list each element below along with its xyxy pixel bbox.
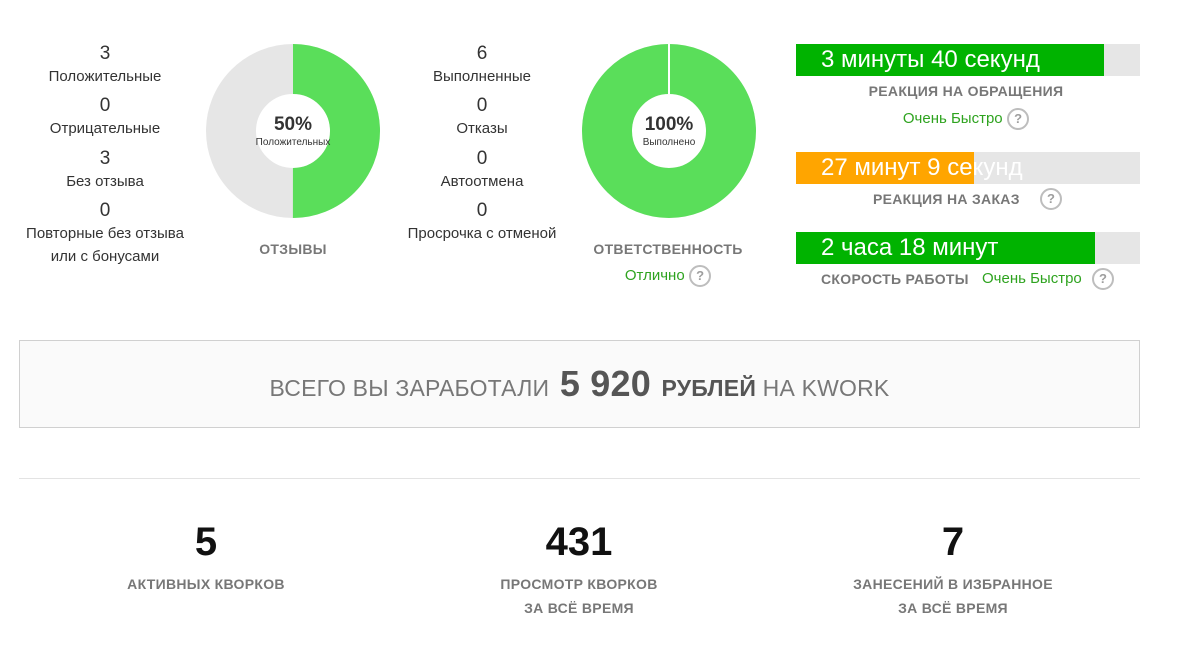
- stat-positive: 3 Положительные: [10, 43, 200, 88]
- responsibility-donut: 100% Выполнено: [582, 44, 756, 218]
- stat-overdue: 0 Просрочка с отменой: [392, 200, 572, 245]
- stat-negative: 0 Отрицательные: [10, 95, 200, 140]
- order-reaction-caption: РЕАКЦИЯ НА ЗАКАЗ: [873, 191, 1020, 207]
- stat-value: 3: [99, 43, 111, 64]
- active-kworks-value: 5: [194, 520, 218, 564]
- active-kworks-stat: 5 Активных кворков: [46, 520, 366, 596]
- stat-value: 0: [476, 95, 488, 116]
- work-speed-bar: 2 часа 18 минут: [796, 232, 1140, 264]
- responsibility-stats: 6 Выполненные 0 Отказы 0 Автоотмена 0 Пр…: [392, 43, 572, 245]
- stat-value: 0: [99, 200, 111, 221]
- donut-sublabel: Положительных: [255, 136, 331, 148]
- favorites-value: 7: [941, 520, 965, 564]
- stat-label: Без отзыва: [66, 173, 144, 190]
- stat-label-line1: Повторные без отзыва: [26, 225, 184, 242]
- help-icon[interactable]: ?: [689, 265, 712, 287]
- order-reaction-bar: 27 минут 9 секунд: [796, 152, 1140, 184]
- stat-completed: 6 Выполненные: [392, 43, 572, 88]
- responsibility-donut-chart: [582, 44, 756, 218]
- responsibility-rating-row: Отлично ?: [568, 265, 768, 287]
- kwork-views-label-line1: Просмотр кворков: [500, 576, 658, 592]
- stat-refusals: 0 Отказы: [392, 95, 572, 140]
- donut-sublabel: Выполнено: [642, 136, 696, 148]
- stat-value: 3: [99, 148, 111, 169]
- stat-value: 0: [476, 148, 488, 169]
- stat-value: 0: [476, 200, 488, 221]
- donut-arc: [206, 44, 380, 218]
- reviews-stats: 3 Положительные 0 Отрицательные 3 Без от…: [10, 43, 200, 268]
- kwork-views-label-line2: за всё время: [524, 600, 634, 616]
- stat-label: Отрицательные: [49, 120, 161, 137]
- stat-value: 6: [476, 43, 488, 64]
- order-reaction-bar-value: 27 минут 9 секунд: [821, 154, 1023, 181]
- favorites-label-line2: за всё время: [898, 600, 1008, 616]
- section-divider: [19, 478, 1140, 479]
- response-bar-value: 3 минуты 40 секунд: [821, 46, 1040, 73]
- earnings-amount: 5 920: [559, 363, 651, 404]
- response-bar: 3 минуты 40 секунд: [796, 44, 1140, 76]
- stat-label: Автоотмена: [440, 173, 524, 190]
- kwork-views-value: 431: [545, 520, 613, 564]
- reviews-caption: ОТЗЫВЫ: [259, 241, 327, 257]
- earnings-currency: рублей: [661, 375, 757, 401]
- favorites-stat: 7 Занесений в избранное за всё время: [793, 520, 1113, 620]
- work-speed-bar-value: 2 часа 18 минут: [821, 234, 999, 261]
- stat-autocancel: 0 Автоотмена: [392, 148, 572, 193]
- order-reaction-bar-fill: [796, 152, 974, 184]
- help-icon[interactable]: ?: [1040, 188, 1062, 210]
- active-kworks-label: Активных кворков: [127, 576, 285, 592]
- reviews-donut-chart: [206, 44, 380, 218]
- reviews-donut: 50% Положительных: [206, 44, 380, 218]
- stat-label: Положительные: [48, 68, 162, 85]
- earnings-suffix: на Kwork: [762, 375, 890, 401]
- help-icon[interactable]: ?: [1092, 268, 1114, 290]
- donut-percent: 100%: [644, 113, 694, 135]
- favorites-label-line1: Занесений в избранное: [853, 576, 1053, 592]
- response-caption: РЕАКЦИЯ НА ОБРАЩЕНИЯ: [868, 83, 1064, 99]
- donut-center: 50% Положительных: [206, 44, 380, 218]
- response-bar-fill: [796, 44, 1104, 76]
- responsibility-caption: ОТВЕТСТВЕННОСТЬ: [593, 241, 743, 257]
- donut-percent: 50%: [273, 113, 313, 135]
- stat-repeat: 0 Повторные без отзыва или с бонусами: [10, 200, 200, 268]
- response-rating: Очень Быстро: [902, 110, 1003, 128]
- stat-label: Отказы: [456, 120, 508, 137]
- earnings-prefix: Всего вы заработали: [269, 375, 550, 401]
- stat-no-review: 3 Без отзыва: [10, 148, 200, 193]
- work-speed-caption: СКОРОСТЬ РАБОТЫ: [821, 271, 969, 287]
- stat-label: Выполненные: [433, 68, 531, 85]
- help-icon[interactable]: ?: [1007, 108, 1030, 130]
- responsibility-rating: Отлично: [624, 267, 685, 285]
- stat-label: Просрочка с отменой: [407, 225, 557, 242]
- work-speed-bar-fill: [796, 232, 1095, 264]
- work-speed-rating: Очень Быстро: [982, 270, 1082, 287]
- response-rating-row: Очень Быстро ?: [796, 108, 1136, 130]
- earnings-line: Всего вы заработали 5 920 рублей на Kwor…: [270, 363, 890, 405]
- stat-label-line2: или с бонусами: [50, 248, 160, 265]
- stat-value: 0: [99, 95, 111, 116]
- donut-center: 100% Выполнено: [582, 44, 756, 218]
- kwork-views-stat: 431 Просмотр кворков за всё время: [419, 520, 739, 620]
- earnings-banner: Всего вы заработали 5 920 рублей на Kwor…: [19, 340, 1140, 428]
